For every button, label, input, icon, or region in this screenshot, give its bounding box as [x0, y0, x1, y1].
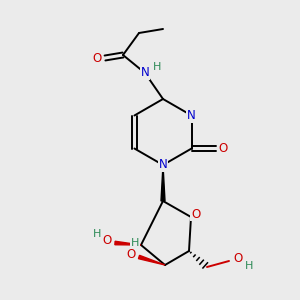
Polygon shape [161, 165, 165, 201]
Text: N: N [141, 67, 149, 80]
Text: O: O [218, 142, 227, 155]
Text: O: O [126, 248, 136, 262]
Text: O: O [233, 253, 243, 266]
Text: O: O [92, 52, 102, 64]
Text: N: N [159, 158, 167, 172]
Text: H: H [153, 62, 161, 72]
Text: N: N [187, 109, 196, 122]
Text: O: O [191, 208, 201, 220]
Polygon shape [139, 255, 165, 265]
Text: H: H [93, 229, 101, 239]
Text: O: O [102, 235, 112, 248]
Polygon shape [115, 241, 141, 245]
Text: H: H [245, 261, 253, 271]
Text: H: H [131, 238, 139, 248]
